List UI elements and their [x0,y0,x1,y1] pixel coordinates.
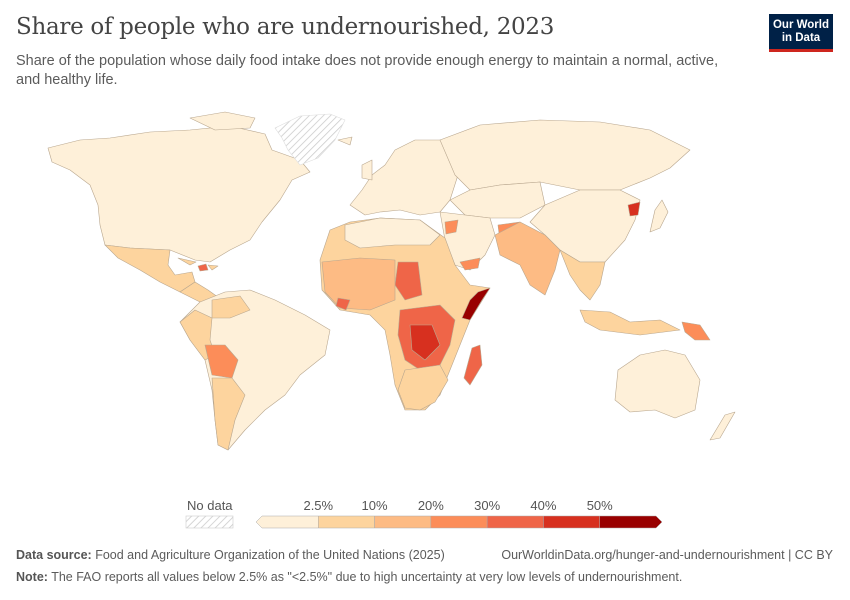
subtitle: Share of the population whose daily food… [16,53,719,88]
note: Note: The FAO reports all values below 2… [16,570,682,584]
region-caribbean[interactable] [177,257,219,271]
legend-tick-label: 30% [474,498,501,513]
country-yemen[interactable] [459,257,481,271]
country-haiti[interactable] [197,263,209,272]
legend-bin-2[interactable] [374,515,432,529]
country-somalia[interactable] [461,287,491,321]
region-venezuela[interactable] [211,295,251,319]
legend-bin-6[interactable] [599,515,663,529]
region-australia[interactable] [614,349,701,419]
note-text: The FAO reports all values below 2.5% as… [51,570,683,584]
region-west-africa[interactable] [321,257,396,311]
region-china[interactable] [529,189,641,263]
legend-bin-5[interactable] [543,515,600,529]
region-mexico[interactable] [104,244,196,293]
source-text: Food and Agriculture Organization of the… [95,548,445,562]
region-greenland-no-data[interactable] [274,113,346,166]
source-label: Data source: [16,548,92,562]
source-url-link[interactable]: OurWorldinData.org/hunger-and-undernouri… [501,548,833,562]
legend-tick-label: 40% [530,498,557,513]
legend-bin-1[interactable] [318,515,375,529]
region-indonesia[interactable] [579,309,681,336]
region-southern-africa[interactable] [397,364,449,411]
legend-tick-label: 2.5% [303,498,334,513]
region-southeast-asia[interactable] [559,249,606,301]
legend-bin-3[interactable] [430,515,488,529]
region-iceland-uk[interactable] [337,136,373,181]
country-drc[interactable] [409,324,441,361]
region-north-america[interactable] [47,125,311,263]
country-madagascar[interactable] [463,344,483,386]
page-title: Share of people who are undernourished, … [16,14,555,40]
legend-tick-label: 10% [361,498,388,513]
data-source: Data source: Food and Agriculture Organi… [16,548,445,562]
region-southern-cone[interactable] [211,377,246,451]
region-new-zealand[interactable] [709,411,736,441]
legend-bin-4[interactable] [486,515,544,529]
country-syria[interactable] [444,219,459,235]
country-sudan-chad[interactable] [394,261,423,301]
owid-logo[interactable]: Our World in Data [769,14,833,52]
country-liberia[interactable] [335,297,351,311]
country-bolivia[interactable] [204,344,239,379]
region-arctic-islands[interactable] [189,111,256,131]
legend-bin-0[interactable] [255,515,319,529]
legend-tick-label: 20% [417,498,444,513]
note-label: Note: [16,570,48,584]
legend-no-data-label: No data [187,498,233,513]
region-central-asia[interactable] [449,181,546,219]
region-north-africa[interactable] [344,217,441,249]
country-papua-new-guinea[interactable] [681,321,711,341]
world-map[interactable] [0,100,850,480]
legend-no-data-swatch [185,515,234,529]
country-north-korea[interactable] [627,201,641,217]
region-russia[interactable] [439,119,691,191]
region-south-asia[interactable] [494,221,561,296]
legend-tick-label: 50% [586,498,613,513]
region-japan[interactable] [649,199,669,233]
